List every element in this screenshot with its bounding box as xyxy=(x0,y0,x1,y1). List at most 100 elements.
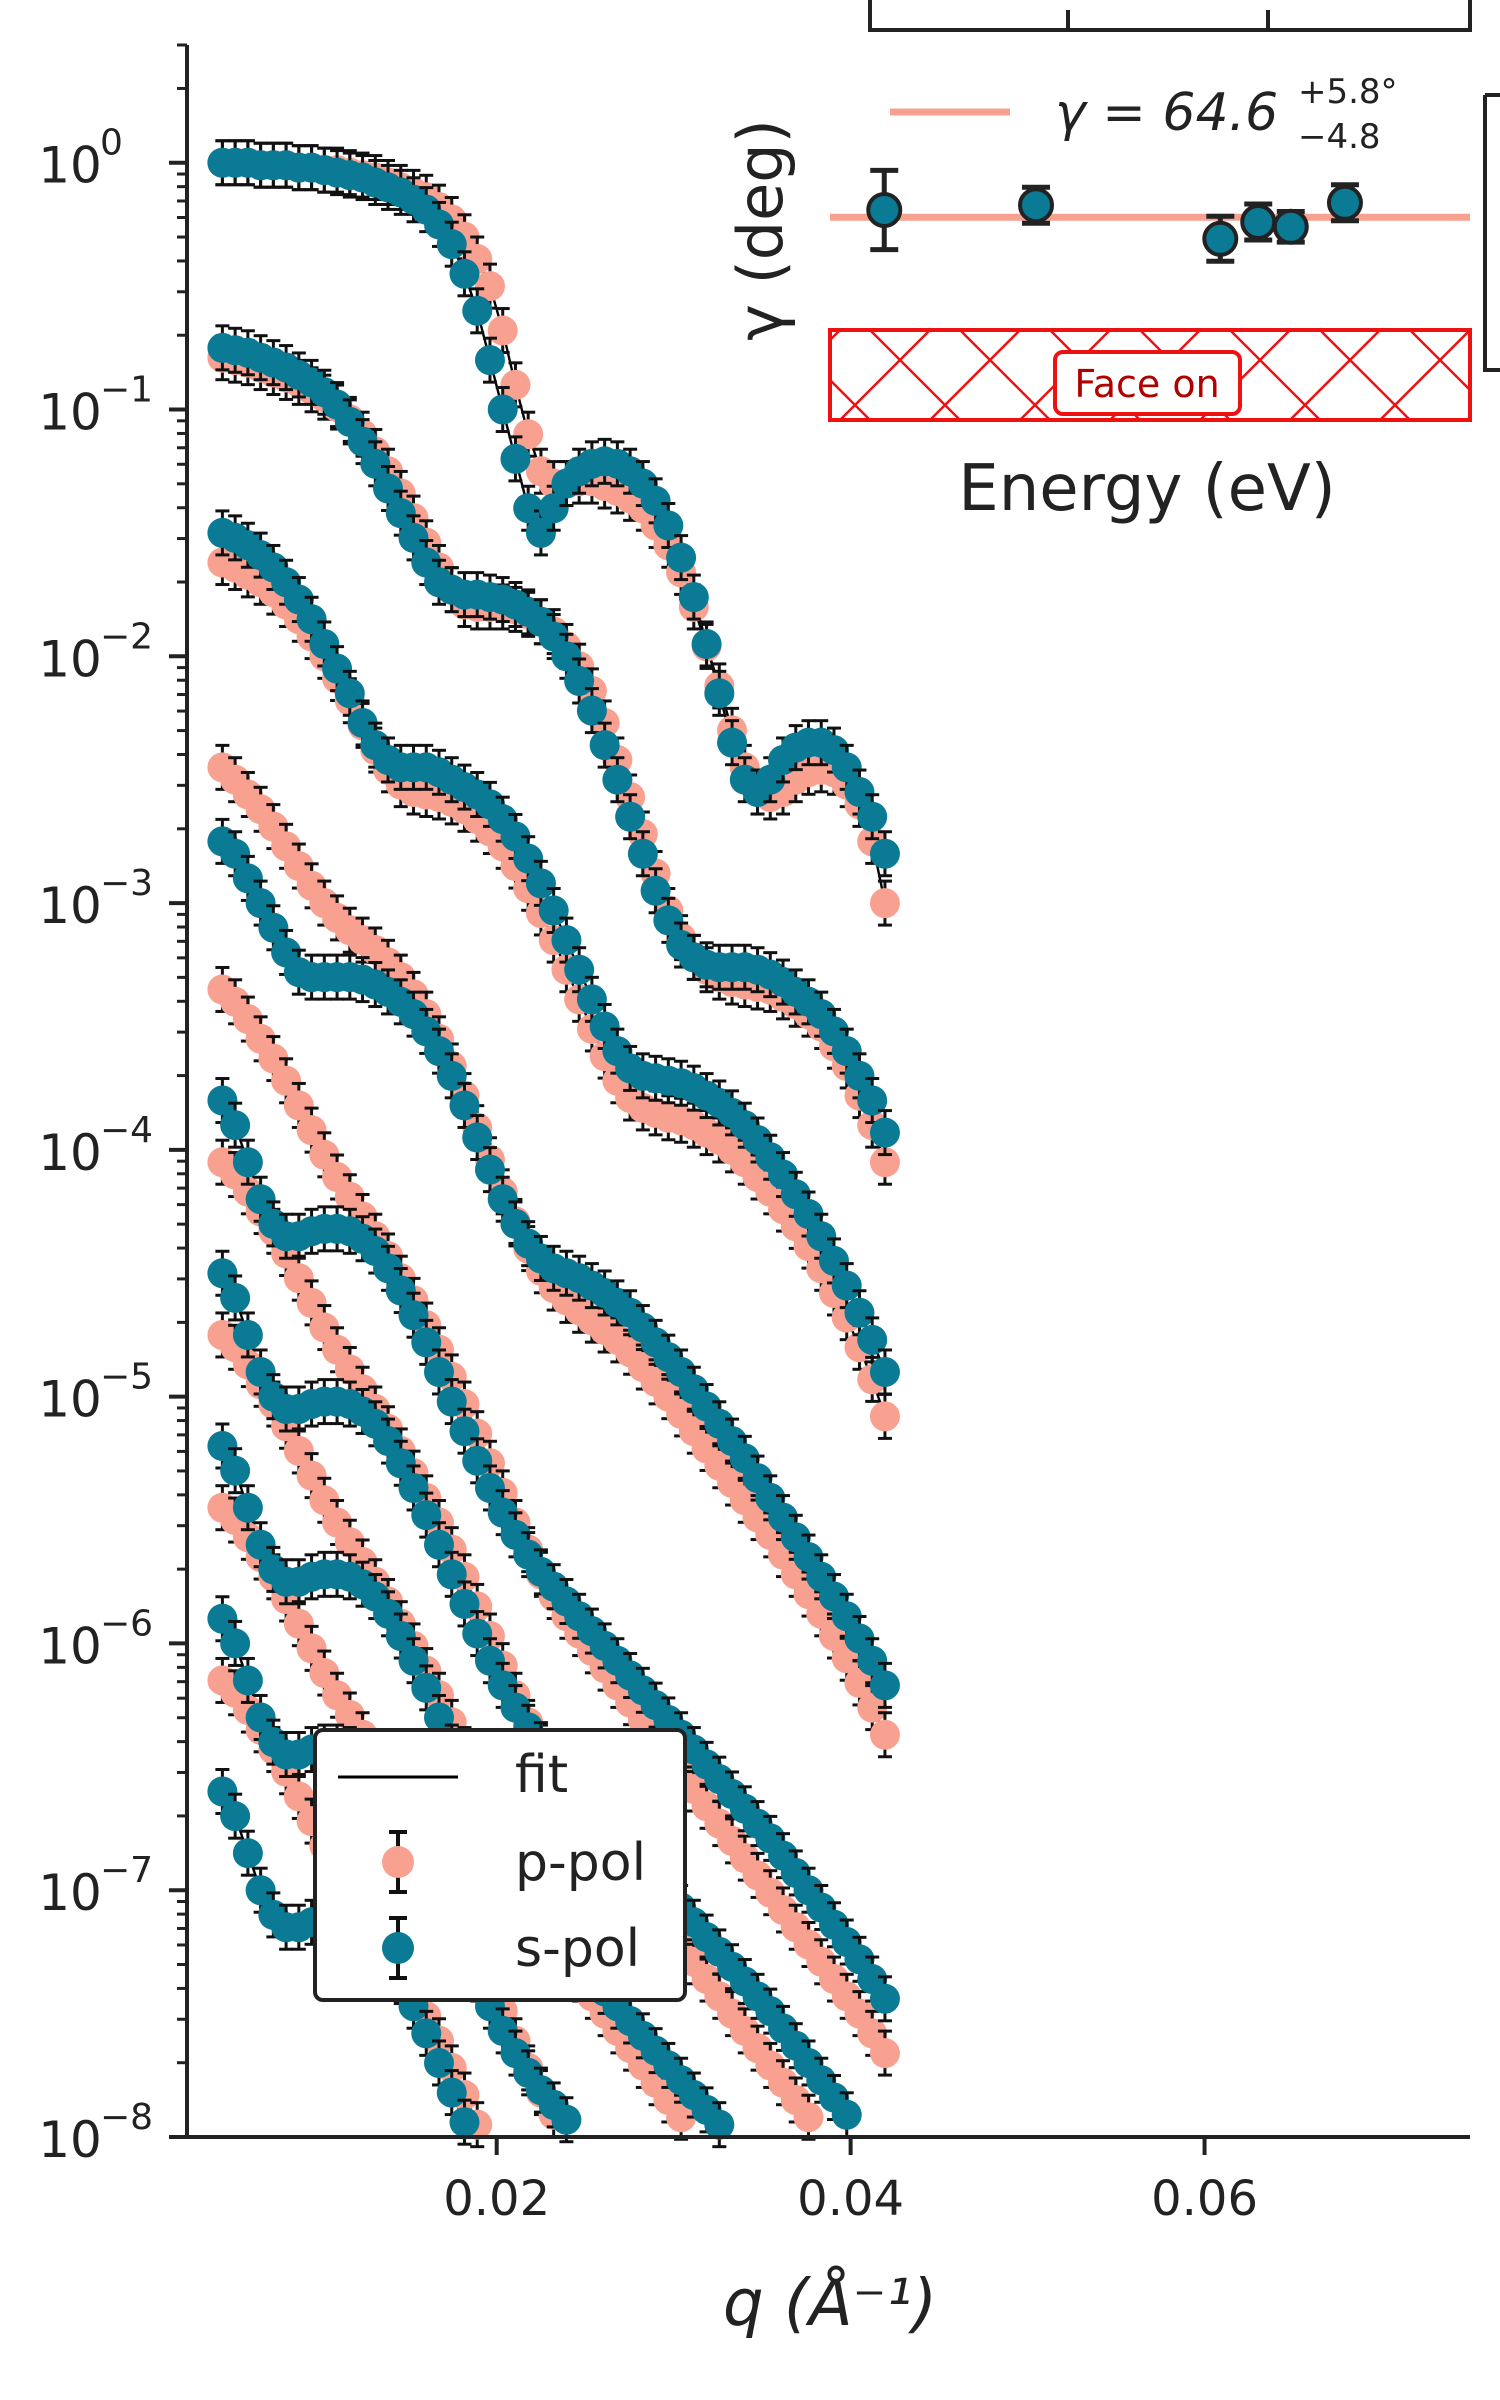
y-tick-label-exponent: −7 xyxy=(100,1850,153,1891)
legend-fit-label: fit xyxy=(515,1745,568,1805)
s-pol-point xyxy=(576,975,607,1023)
s-pol-point xyxy=(373,1417,404,1465)
p-pol-point xyxy=(296,1279,327,1327)
s-pol-point xyxy=(220,1447,251,1495)
p-pol-point xyxy=(793,2093,824,2141)
inset-point xyxy=(1272,208,1309,245)
x-axis-label: q (Å⁻¹) xyxy=(723,2265,937,2341)
s-pol-point xyxy=(220,1792,251,1840)
s-pol-point xyxy=(449,250,480,298)
p-pol-point xyxy=(296,1106,327,1154)
y-tick-label: 10 xyxy=(38,2111,102,2169)
s-pol-point xyxy=(704,2101,735,2149)
s-pol-point xyxy=(245,879,276,927)
s-pol-point xyxy=(500,435,531,483)
s-pol-point xyxy=(207,1595,238,1643)
s-pol-point xyxy=(207,1249,238,1297)
inset-point xyxy=(1240,201,1277,243)
inset-legend-label: γ = 64.6 xyxy=(1055,83,1278,143)
y-tick-label-exponent: −4 xyxy=(100,1110,153,1151)
p-pol-point xyxy=(869,1392,900,1440)
y-tick-label: 10 xyxy=(38,384,102,442)
p-pol-point xyxy=(309,1131,340,1179)
s-pol-point xyxy=(232,854,263,902)
s-pol-point xyxy=(398,1637,429,1685)
s-pol-point xyxy=(831,1262,862,1310)
s-pol-point xyxy=(831,1592,862,1640)
s-pol-point xyxy=(857,1637,888,1685)
y-tick-label: 10 xyxy=(38,137,102,195)
y-tick-label: 10 xyxy=(38,1124,102,1182)
s-pol-point xyxy=(462,287,493,335)
s-pol-point xyxy=(309,620,340,668)
s-pol-point xyxy=(474,336,505,384)
p-pol-point xyxy=(500,361,531,409)
inset-y-axis-label: γ (deg) xyxy=(724,119,797,341)
inset-point xyxy=(866,167,903,253)
s-pol-point xyxy=(232,1138,263,1186)
legend-frame xyxy=(313,1728,687,2002)
s-pol-point xyxy=(576,687,607,735)
s-pol-point xyxy=(220,1619,251,1667)
s-pol-point xyxy=(678,573,709,621)
y-tick-label-exponent: −8 xyxy=(100,2097,153,2138)
s-pol-point xyxy=(220,1101,251,1149)
x-tick-label: 0.06 xyxy=(1151,2171,1258,2227)
y-tick-label: 10 xyxy=(38,1864,102,1922)
s-pol-point xyxy=(627,830,658,878)
s-pol-point xyxy=(869,1109,900,1157)
s-pol-point xyxy=(869,1975,900,2023)
y-tick-label-exponent: −3 xyxy=(100,863,153,904)
s-pol-point xyxy=(525,859,556,907)
legend-p-pol-label: p-pol xyxy=(515,1833,646,1893)
s-pol-point xyxy=(615,793,646,841)
legend-s-pol-swatch xyxy=(382,1916,414,1980)
s-pol-point xyxy=(449,2098,480,2146)
s-pol-point xyxy=(869,830,900,878)
s-pol-point xyxy=(245,1175,276,1223)
p-pol-point xyxy=(283,1600,314,1648)
s-pol-point xyxy=(487,1175,518,1223)
s-pol-point xyxy=(602,756,633,804)
s-pol-point xyxy=(551,2096,582,2144)
s-pol-point xyxy=(232,1829,263,1877)
inset-x-axis-label: Energy (eV) xyxy=(958,452,1336,526)
s-pol-point xyxy=(220,1274,251,1322)
s-pol-point xyxy=(232,1311,263,1359)
face-on-label: Face on xyxy=(1074,362,1219,406)
y-tick-label-exponent: −6 xyxy=(100,1603,153,1644)
y-tick-label-exponent: 0 xyxy=(100,123,123,164)
s-pol-point xyxy=(385,1612,416,1660)
s-pol-point xyxy=(704,669,735,717)
s-pol-point xyxy=(207,1077,238,1125)
p-pol-point xyxy=(869,2029,900,2077)
inset-point xyxy=(1018,184,1055,226)
inset-upper-axis xyxy=(868,0,1472,32)
p-pol-point xyxy=(869,1711,900,1759)
legend: fit p-pol s-pol xyxy=(313,1728,687,2002)
s-pol-point xyxy=(857,793,888,841)
s-pol-point xyxy=(232,1656,263,1704)
x-tick-label: 0.02 xyxy=(443,2171,550,2227)
s-pol-point xyxy=(373,464,404,512)
s-pol-point xyxy=(640,477,671,525)
s-pol-point xyxy=(691,620,722,668)
y-tick-label-exponent: −5 xyxy=(100,1357,153,1398)
face-on-label-box xyxy=(1053,350,1242,416)
s-pol-point xyxy=(717,719,748,767)
y-tick-label-exponent: −1 xyxy=(100,370,153,411)
p-pol-point xyxy=(869,879,900,927)
p-pol-point xyxy=(271,1057,302,1105)
inset-point xyxy=(1326,182,1363,224)
inset-legend-sup: +5.8° xyxy=(1298,72,1398,112)
inset-right-frame xyxy=(1483,93,1500,372)
y-tick-label: 10 xyxy=(38,630,102,688)
p-pol-point xyxy=(309,1476,340,1524)
inset-point xyxy=(1202,213,1239,264)
legend-p-pol-swatch xyxy=(382,1830,414,1894)
s-pol-point xyxy=(232,1484,263,1532)
p-pol-point xyxy=(296,1452,327,1500)
legend-s-pol-label: s-pol xyxy=(515,1919,640,1979)
s-pol-point xyxy=(666,534,697,582)
